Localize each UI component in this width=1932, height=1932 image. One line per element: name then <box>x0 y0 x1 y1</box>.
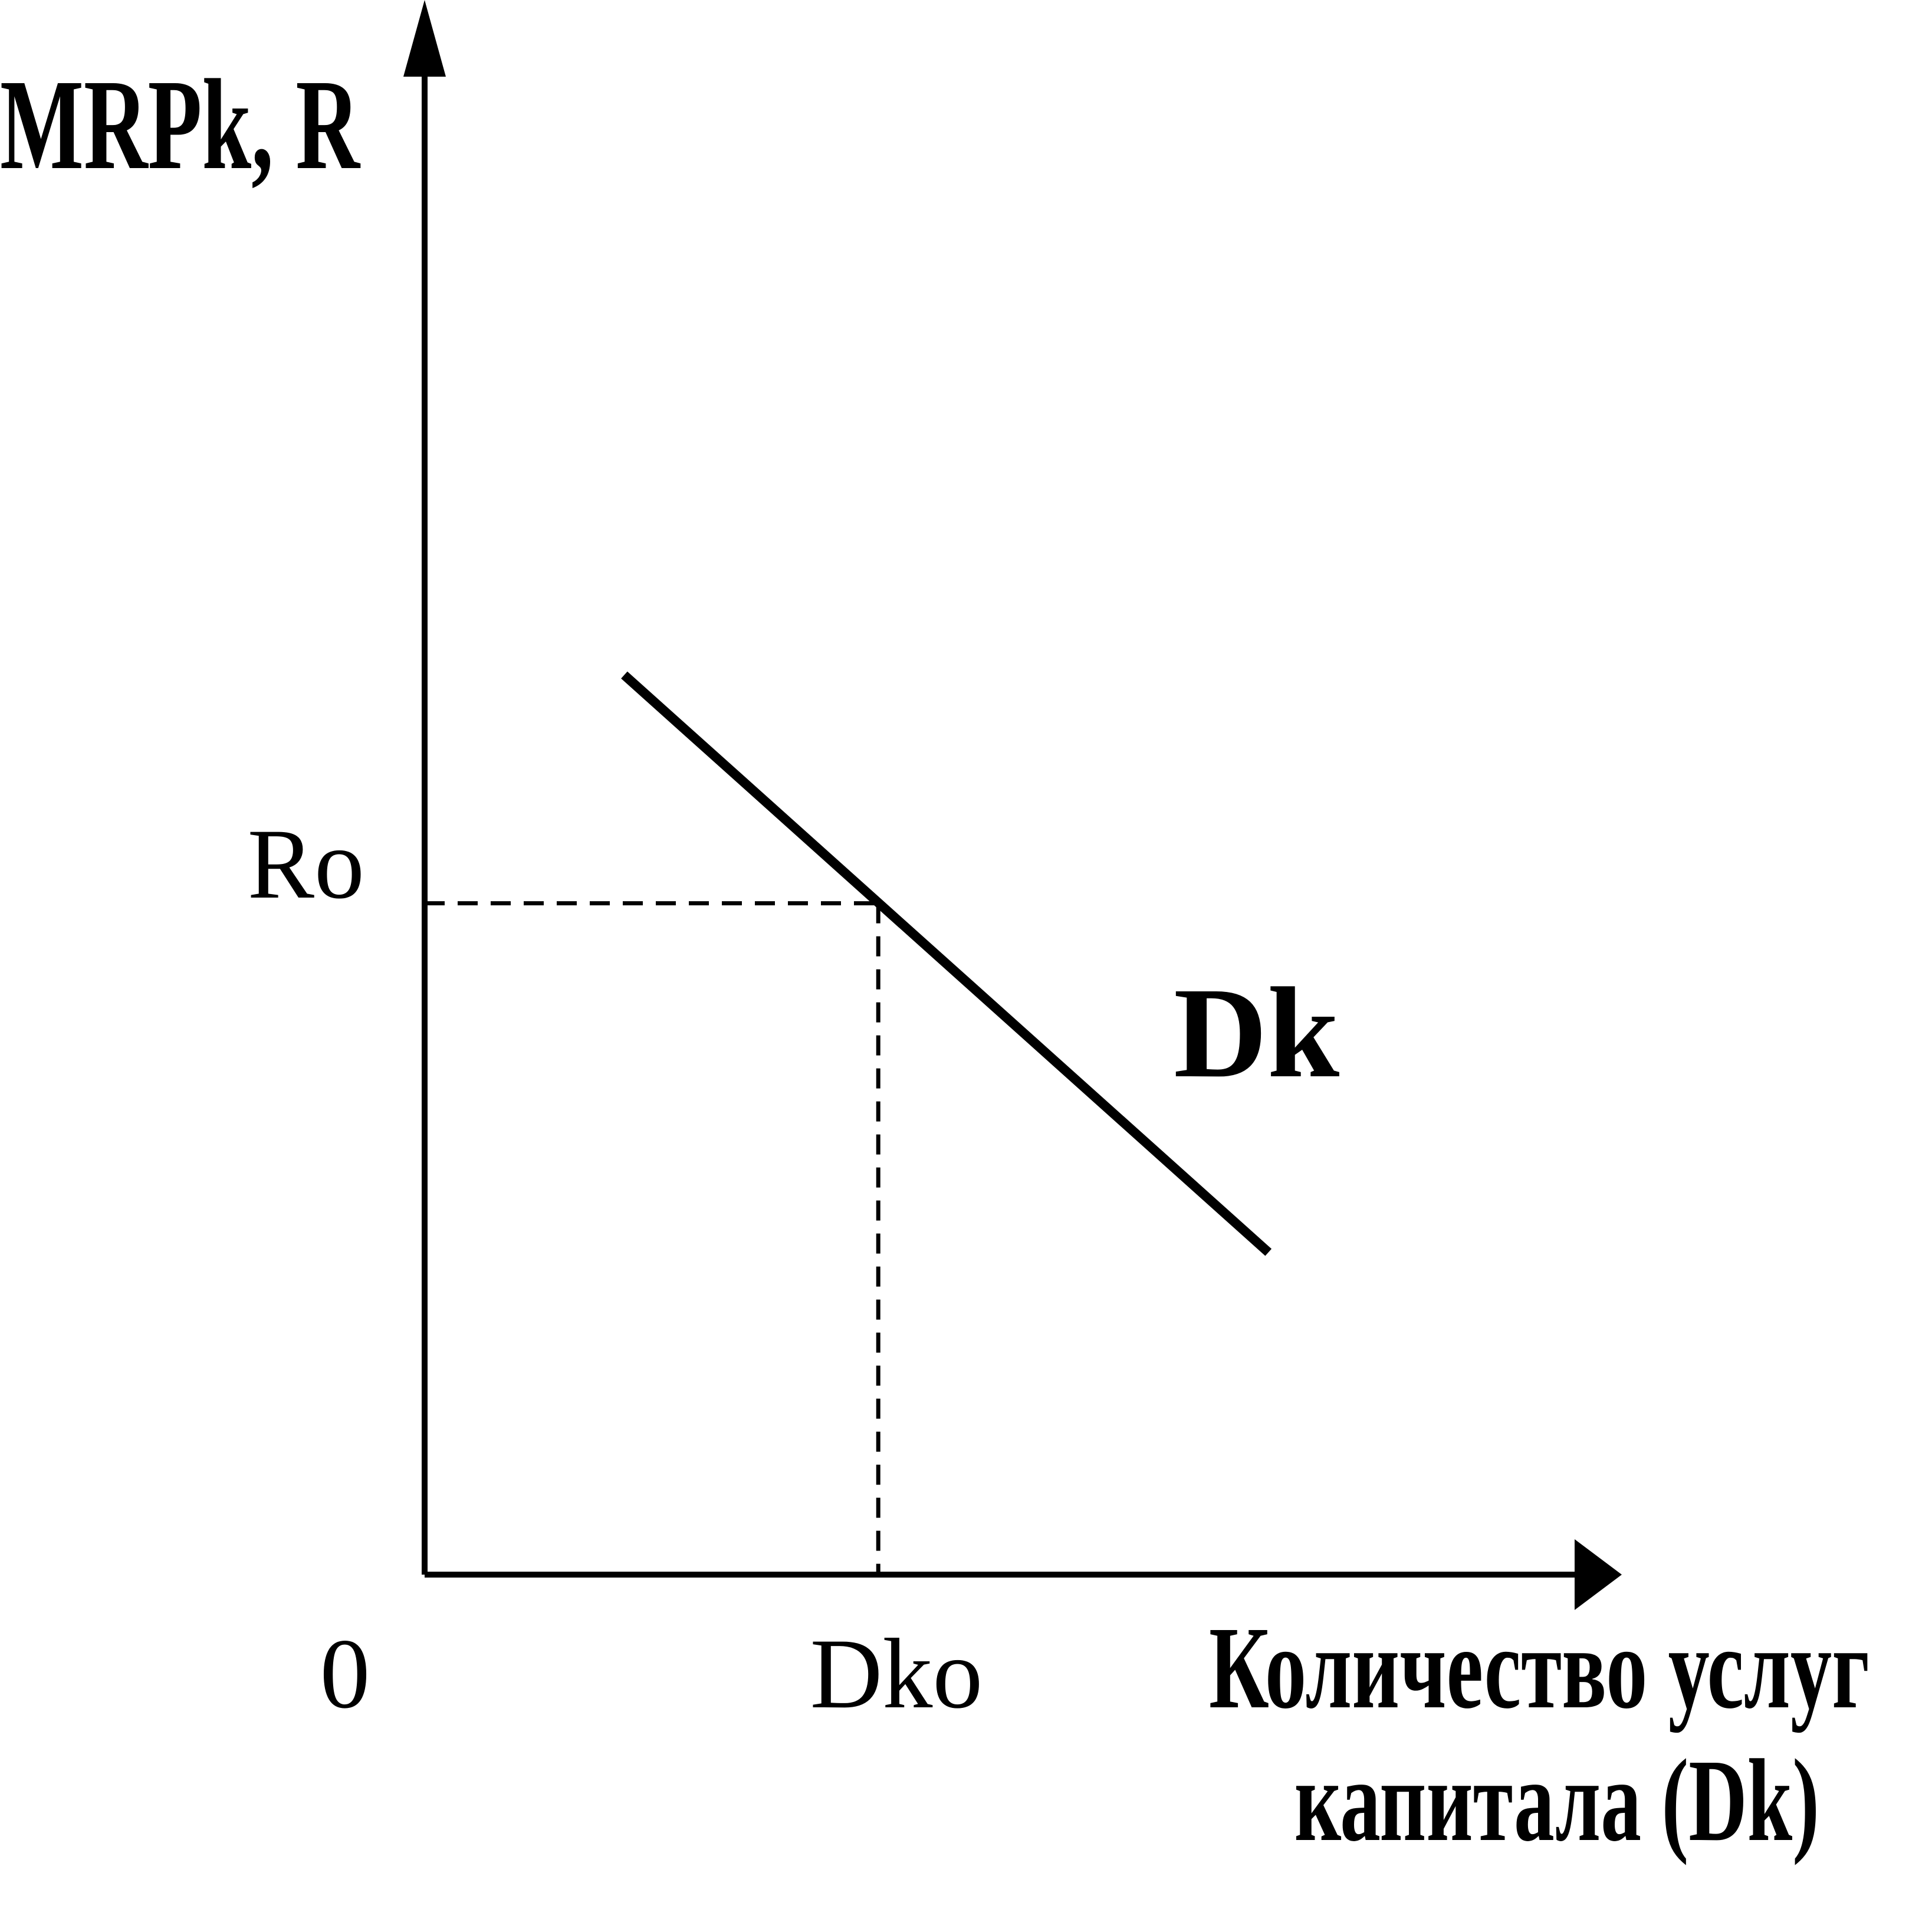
plot-area <box>403 0 1622 1610</box>
x-axis-label-line-2: капитала (Dk) <box>1294 1736 1819 1866</box>
y-tick-label-ro: Ro <box>248 809 364 919</box>
demand-curve-dk <box>621 671 1272 1256</box>
origin-label: 0 <box>320 1618 370 1729</box>
x-axis-arrow <box>1575 1539 1622 1610</box>
x-axis-label-line-1: Количество услуг <box>1209 1603 1869 1733</box>
series-label-dk: Dk <box>1174 961 1340 1105</box>
y-axis-label: MRPk, R <box>0 52 360 196</box>
x-tick-label-dko: Dko <box>810 1618 983 1729</box>
y-axis-arrow <box>403 0 446 77</box>
